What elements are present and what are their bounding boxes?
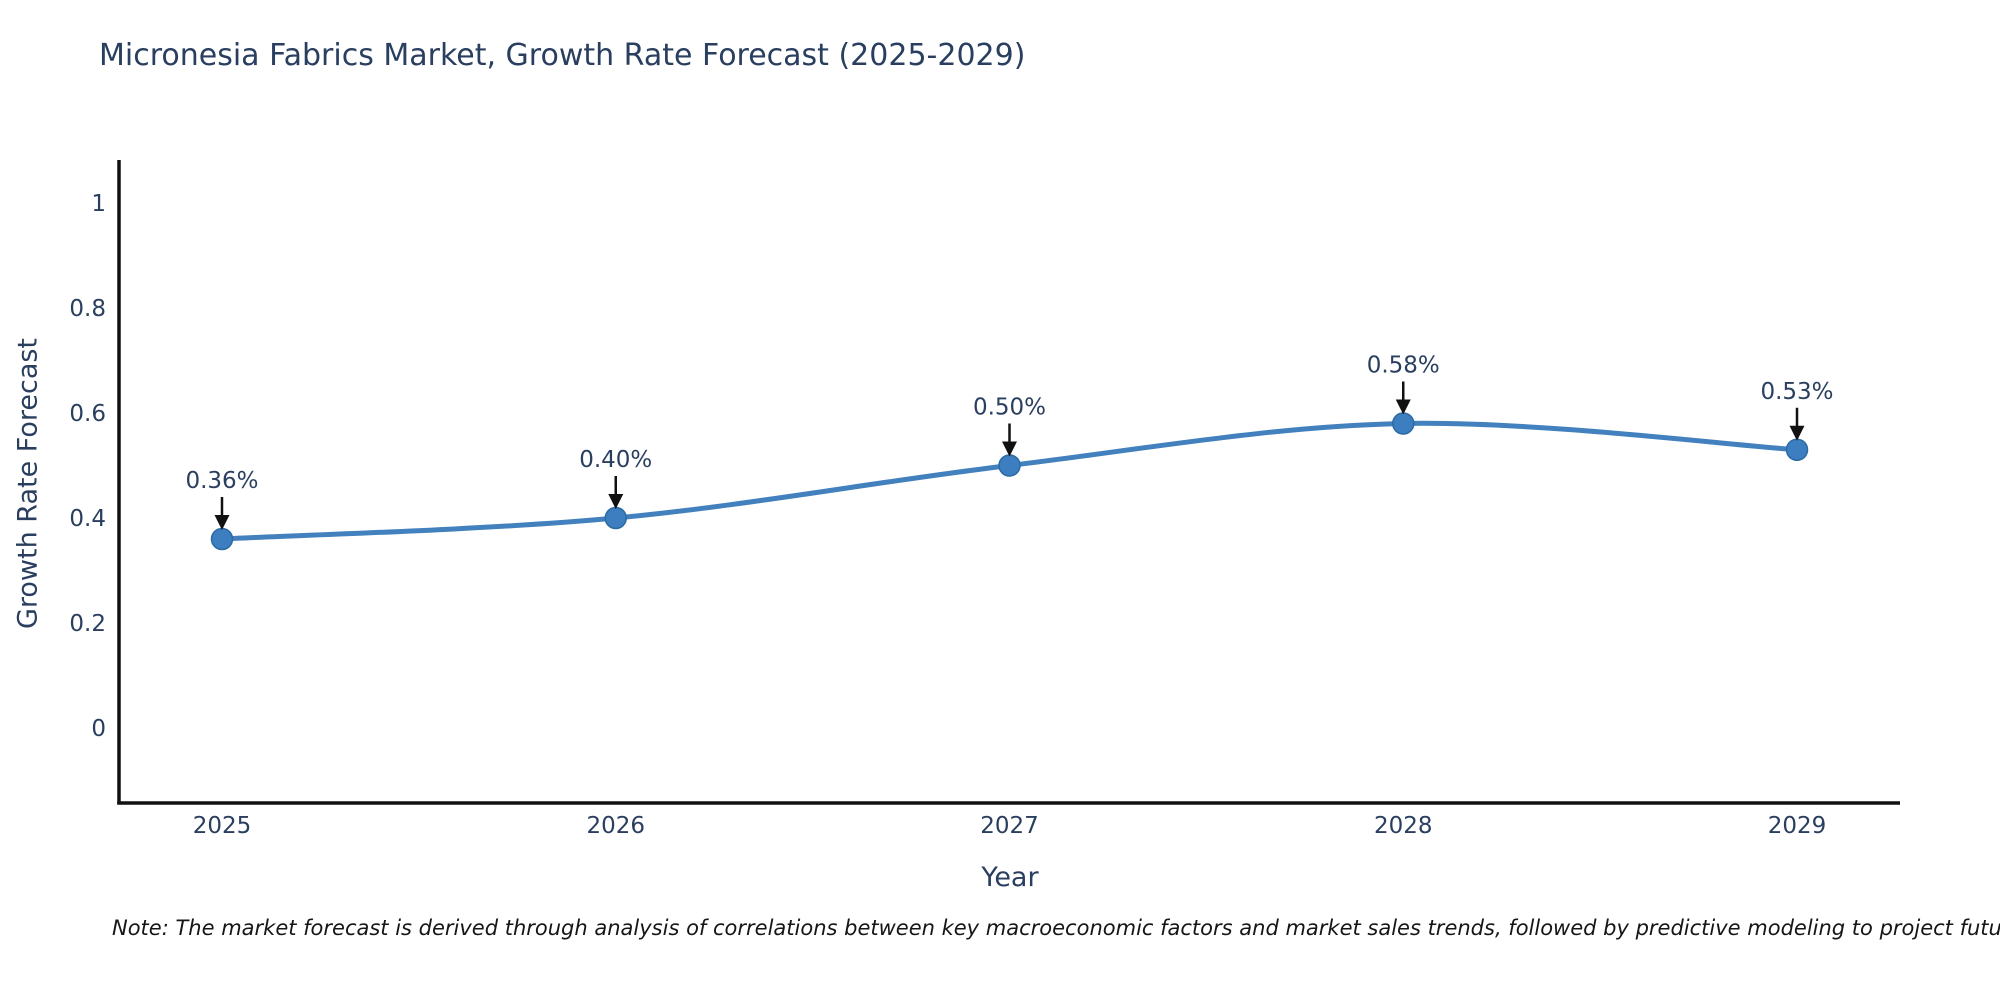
y-tick-label: 0.8 [69, 296, 106, 322]
x-tick-label: 2026 [586, 813, 645, 839]
point-annotations: 0.36% 0.40% 0.50% 0.58% 0.53% [185, 353, 1834, 530]
x-axis-title: Year [981, 862, 1039, 893]
annotation-arrowhead-icon [1002, 441, 1017, 457]
annotation-arrowhead-icon [1395, 399, 1411, 415]
annotation-arrowhead-icon [608, 494, 624, 509]
footnote-text: Note: The market forecast is derived thr… [112, 916, 2000, 940]
annotation-label: 0.53% [1760, 379, 1833, 405]
annotation-label: 0.50% [973, 395, 1046, 421]
annotation-label: 0.58% [1367, 353, 1440, 379]
footnote: Note: The market forecast is derived thr… [112, 916, 2000, 940]
y-tick-label: 0.2 [69, 611, 106, 637]
growth-rate-series [210, 412, 1809, 551]
y-axis-tick-labels: 0 0.2 0.4 0.6 0.8 1 [69, 191, 106, 742]
chart-title: Micronesia Fabrics Market, Growth Rate F… [99, 38, 1026, 73]
annotation-arrowhead-icon [1789, 425, 1805, 441]
y-tick-label: 1 [91, 191, 106, 217]
data-point-marker [210, 527, 234, 551]
data-point-marker [1785, 438, 1809, 461]
annotation-label: 0.36% [185, 468, 258, 494]
x-tick-label: 2028 [1374, 813, 1433, 839]
x-axis-tick-labels: 2025 2026 2027 2028 2029 [193, 813, 1827, 839]
x-tick-label: 2025 [193, 813, 252, 839]
y-tick-label: 0.4 [69, 506, 106, 532]
data-point-marker [998, 454, 1021, 477]
annotation-label: 0.40% [579, 447, 652, 473]
data-point-marker [1392, 412, 1415, 435]
annotation-arrowhead-icon [214, 515, 230, 530]
y-tick-label: 0 [91, 716, 106, 742]
y-tick-label: 0.6 [69, 401, 106, 427]
x-tick-label: 2029 [1768, 813, 1827, 839]
data-point-marker [604, 506, 627, 530]
x-tick-label: 2027 [980, 813, 1039, 839]
